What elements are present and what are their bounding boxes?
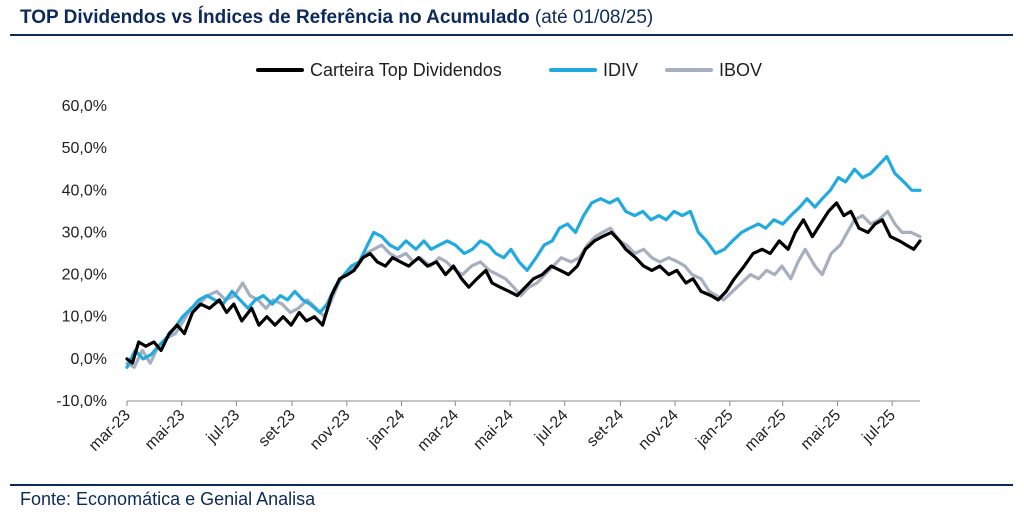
x-tick-label: mar-25 [742, 407, 790, 455]
x-tick-label: mar-23 [86, 407, 134, 455]
x-tick-label: jan-24 [364, 407, 408, 451]
x-tick-label: jul-25 [859, 407, 899, 447]
legend-label-1: IDIV [603, 60, 638, 80]
footer-divider [10, 484, 1013, 486]
x-tick-label: set-24 [584, 407, 628, 451]
y-tick-label: 30,0% [62, 224, 107, 241]
series-line-2 [125, 209, 922, 369]
x-tick-label: jan-25 [692, 407, 736, 451]
legend-label-2: IBOV [719, 60, 762, 80]
x-tick-label: jul-23 [203, 407, 243, 447]
x-tick-label: mai-25 [798, 407, 845, 454]
legend-label-0: Carteira Top Dividendos [310, 60, 502, 80]
x-tick-label: mai-24 [470, 407, 517, 454]
series-line-1 [125, 155, 922, 369]
x-tick-label: mar-24 [414, 407, 462, 455]
legend: Carteira Top Dividendos IDIV IBOV [256, 60, 762, 80]
series-line-0 [125, 201, 922, 365]
x-axis: mar-23 mai-23 jul-23 set-23 nov-23 jan-24 mar-… [86, 400, 920, 455]
y-tick-label: 20,0% [62, 267, 107, 284]
y-tick-label: 50,0% [62, 140, 107, 157]
chart-title-main: TOP Dividendos vs Índices de Referência … [20, 7, 530, 28]
x-tick-label: nov-23 [307, 407, 354, 454]
x-tick-label: set-23 [255, 407, 299, 451]
x-tick-label: jul-24 [531, 407, 571, 447]
y-tick-label: 0,0% [71, 351, 107, 368]
x-tick-label: mai-23 [142, 407, 189, 454]
series-layer [125, 155, 922, 369]
y-axis: 60,0% 50,0% 40,0% 30,0% 20,0% 10,0% 0,0% -10,0% [56, 98, 107, 410]
y-tick-label: 60,0% [62, 98, 107, 115]
header-divider [10, 34, 1013, 36]
y-tick-label: 40,0% [62, 182, 107, 199]
x-tick-label: nov-24 [635, 407, 682, 454]
source-note: Fonte: Economática e Genial Analisa [20, 489, 316, 509]
chart-title: TOP Dividendos vs Índices de Referência … [20, 7, 653, 29]
y-tick-label: -10,0% [56, 393, 107, 410]
y-tick-label: 10,0% [62, 309, 107, 326]
chart-title-note: (até 01/08/25) [534, 7, 654, 28]
